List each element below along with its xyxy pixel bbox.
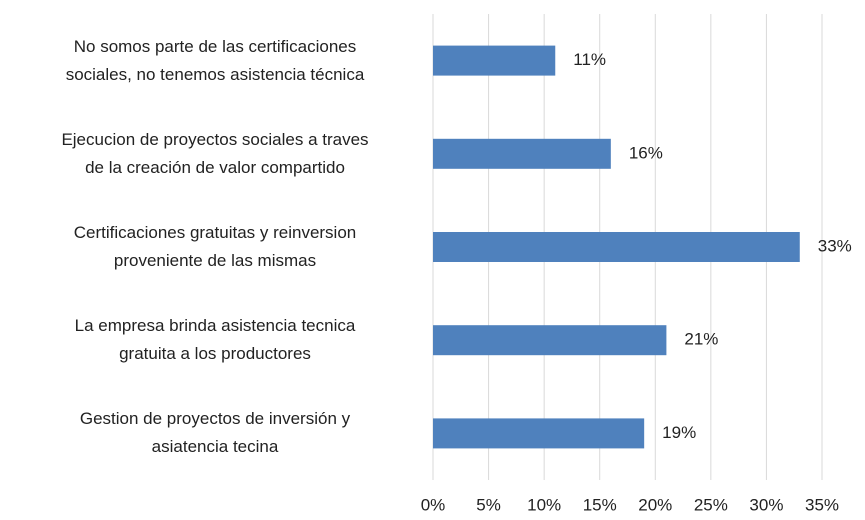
x-tick-label: 15% [583,495,617,514]
bar [433,138,611,169]
value-label: 19% [662,423,696,442]
x-tick-label: 30% [749,495,783,514]
bar [433,45,556,76]
x-tick-label: 5% [476,495,501,514]
y-tick-label: La empresa brinda asistencia tecnica gra… [74,316,356,364]
y-tick-label: Gestion de proyectos de inversión y asia… [79,409,351,457]
x-tick-label: 0% [421,495,446,514]
value-label: 33% [818,236,852,255]
y-tick-label: Certificaciones gratuitas y reinversion … [73,223,357,270]
value-label: 21% [684,330,718,349]
bar [433,418,645,449]
bar [433,325,667,356]
y-tick-label: No somos parte de las certificaciones so… [65,36,365,84]
value-label: 11% [573,50,606,69]
x-tick-label: 20% [638,495,672,514]
value-label: 16% [629,143,663,162]
y-tick-label: Ejecucion de proyectos sociales a traves… [61,129,369,177]
bar [433,232,800,262]
x-tick-label: 10% [527,495,561,514]
x-tick-label: 25% [694,495,728,514]
x-tick-label: 35% [805,495,839,514]
